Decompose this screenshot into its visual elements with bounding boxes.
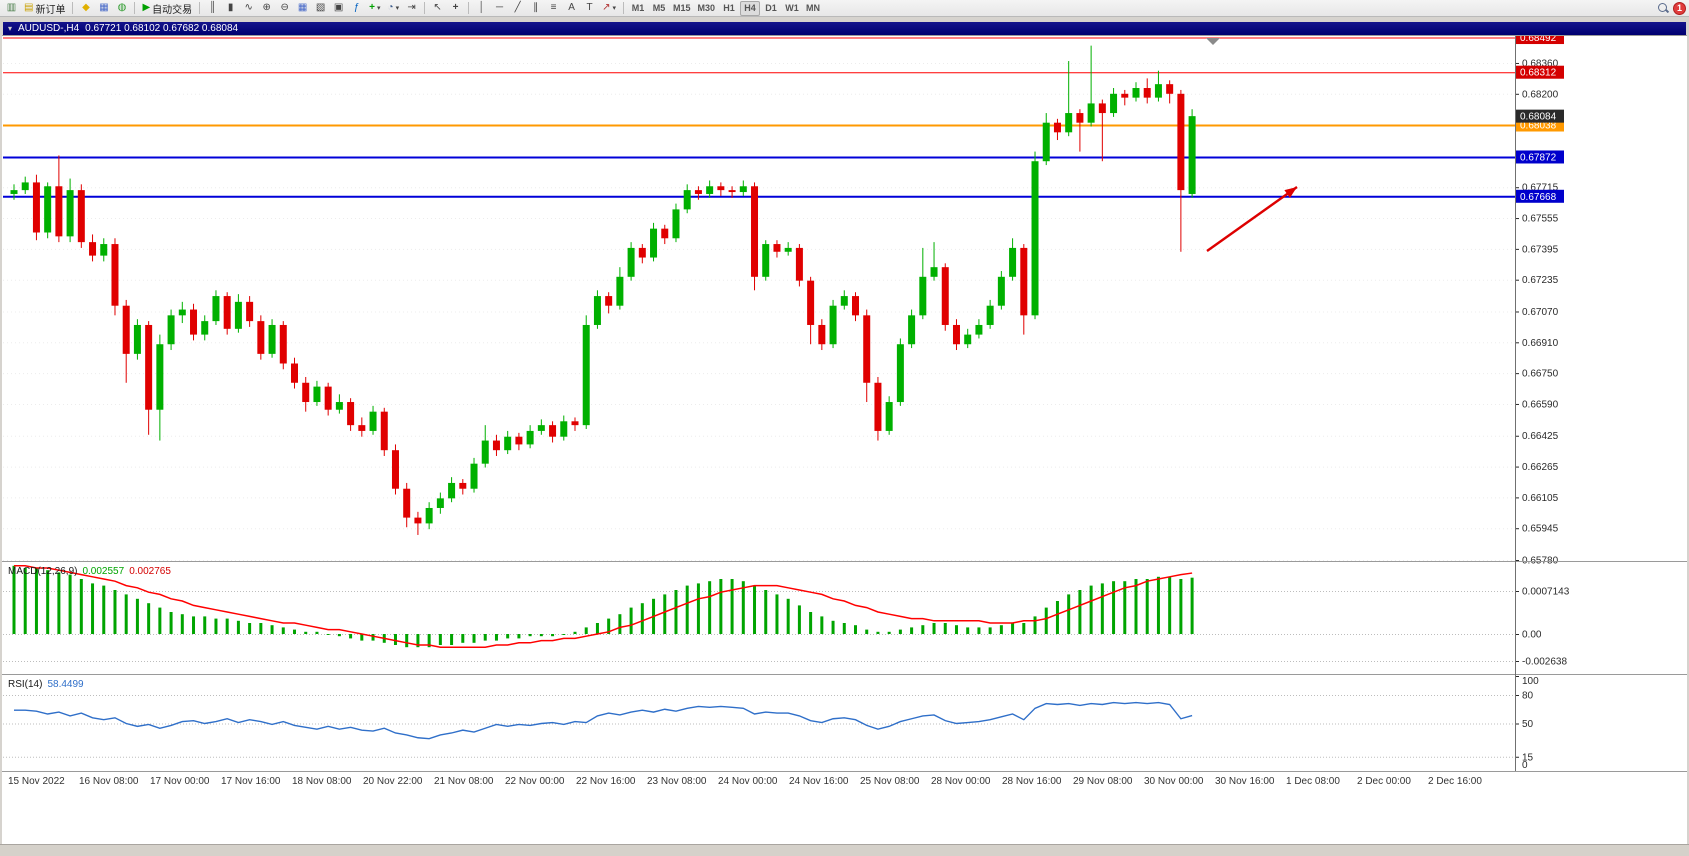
chart-shift-icon: ⇥ — [407, 2, 416, 13]
cascade-windows-icon: ▧ — [315, 2, 326, 13]
text-tool-button[interactable]: A — [563, 1, 580, 16]
chevron-down-icon: ▾ — [395, 4, 400, 12]
period-button[interactable]: ◔ ▾ — [385, 1, 403, 16]
timeframe-m15-button[interactable]: M15 — [672, 3, 691, 13]
metaeditor-button[interactable]: ◆ — [77, 1, 94, 16]
chart-area: ▾ AUDUSD-,H4 0.67721 0.68102 0.67682 0.6… — [0, 17, 1689, 856]
arrows-tool-button[interactable]: ↗ ▾ — [599, 1, 619, 16]
timeframe-m5-button[interactable]: M5 — [652, 3, 666, 13]
chevron-down-icon: ▾ — [612, 4, 616, 12]
vertical-line-icon: │ — [478, 2, 485, 13]
bar-chart-button[interactable]: ║ — [204, 1, 221, 16]
autotrade-button[interactable]: ▶ 自动交易 — [139, 1, 195, 16]
tile-windows-button[interactable]: ▦ — [294, 1, 311, 16]
data-window-icon: ▣ — [333, 2, 344, 13]
toolbar-separator — [468, 2, 470, 14]
crosshair-button[interactable]: + — [447, 1, 464, 16]
arrows-tool-icon: ↗ — [602, 2, 611, 13]
window-menu-icon[interactable]: ▾ — [8, 24, 13, 33]
autotrade-label: 自动交易 — [152, 4, 193, 16]
charts-list-icon: ▦ — [99, 2, 109, 13]
globe-icon: ◍ — [117, 2, 127, 13]
candlestick-chart-button[interactable]: ▮ — [222, 1, 239, 16]
main-toolbar: ▥ ▤ 新订单 ◆ ▦ ◍ ▶ 自动交易 ║ ▮ ∿ ⊕ ⊖ ▦ ▧ ▣ ƒ — [0, 0, 1689, 17]
toolbar-separator — [424, 2, 426, 14]
indicators-button[interactable]: ƒ — [348, 1, 365, 16]
indicators-fx-icon: ƒ — [353, 2, 360, 13]
zoom-in-button[interactable]: ⊕ — [258, 1, 275, 16]
text-tool-icon: A — [568, 2, 575, 13]
new-chart-icon: ▥ — [6, 2, 17, 13]
web-community-button[interactable]: ◍ — [113, 1, 130, 16]
data-window-button[interactable]: ▣ — [330, 1, 347, 16]
status-strip — [0, 844, 1689, 856]
text-label-button[interactable]: T — [581, 1, 598, 16]
new-order-icon: ▤ — [24, 2, 34, 13]
timeframe-d1-button[interactable]: D1 — [765, 3, 777, 13]
timeframe-m1-button[interactable]: M1 — [631, 3, 645, 13]
charts-list-button[interactable]: ▦ — [95, 1, 112, 16]
tile-windows-icon: ▦ — [297, 2, 308, 13]
cursor-icon: ↖ — [433, 2, 442, 13]
timeframe-mn-button[interactable]: MN — [806, 3, 821, 13]
zoom-out-icon: ⊖ — [280, 2, 289, 13]
timeframe-m30-button[interactable]: M30 — [697, 3, 716, 13]
channel-button[interactable]: ∥ — [527, 1, 544, 16]
cursor-button[interactable]: ↖ — [429, 1, 446, 16]
clock-icon: ◔ — [387, 2, 394, 13]
new-order-label: 新订单 — [35, 4, 66, 16]
price-chart-canvas[interactable] — [0, 17, 1689, 856]
timeframe-w1-button[interactable]: W1 — [785, 3, 799, 13]
timeframe-h1-button[interactable]: H1 — [723, 3, 735, 13]
search-button[interactable] — [1654, 1, 1672, 16]
cascade-windows-button[interactable]: ▧ — [312, 1, 329, 16]
trendline-icon: ╱ — [514, 2, 521, 13]
metaeditor-icon: ◆ — [82, 2, 90, 13]
add-indicator-button[interactable]: + ▾ — [366, 1, 383, 16]
horizontal-line-icon: ─ — [496, 2, 504, 13]
chart-ohlc-values: 0.67721 0.68102 0.67682 0.68084 — [85, 23, 239, 34]
notification-badge[interactable]: 1 — [1673, 1, 1686, 15]
search-icon — [1657, 2, 1669, 14]
chart-symbol-period: AUDUSD-,H4 — [18, 23, 80, 34]
chevron-down-icon: ▾ — [377, 4, 381, 12]
new-chart-button[interactable]: ▥ — [3, 1, 20, 16]
chart-shift-button[interactable]: ⇥ — [403, 1, 420, 16]
timeframe-h4-button[interactable]: H4 — [740, 0, 761, 16]
toolbar-separator — [622, 2, 624, 14]
candlestick-chart-icon: ▮ — [227, 2, 234, 13]
trendline-button[interactable]: ╱ — [509, 1, 526, 16]
fibonacci-icon: ≡ — [550, 2, 557, 13]
zoom-out-button[interactable]: ⊖ — [276, 1, 293, 16]
crosshair-icon: + — [452, 2, 459, 13]
plus-icon: + — [369, 2, 375, 13]
horizontal-line-button[interactable]: ─ — [491, 1, 508, 16]
channel-icon: ∥ — [533, 2, 539, 13]
new-order-button[interactable]: ▤ 新订单 — [21, 1, 68, 16]
autotrade-play-icon: ▶ — [142, 2, 151, 13]
line-chart-icon: ∿ — [244, 2, 253, 13]
vertical-line-button[interactable]: │ — [473, 1, 490, 16]
fibonacci-button[interactable]: ≡ — [545, 1, 562, 16]
line-chart-button[interactable]: ∿ — [240, 1, 257, 16]
bar-chart-icon: ║ — [209, 2, 217, 13]
zoom-in-icon: ⊕ — [262, 2, 271, 13]
text-label-icon: T — [586, 2, 593, 13]
toolbar-separator — [199, 2, 201, 14]
chart-title-bar[interactable]: ▾ AUDUSD-,H4 0.67721 0.68102 0.67682 0.6… — [3, 22, 1686, 35]
toolbar-separator — [134, 2, 136, 14]
toolbar-separator — [72, 2, 74, 14]
